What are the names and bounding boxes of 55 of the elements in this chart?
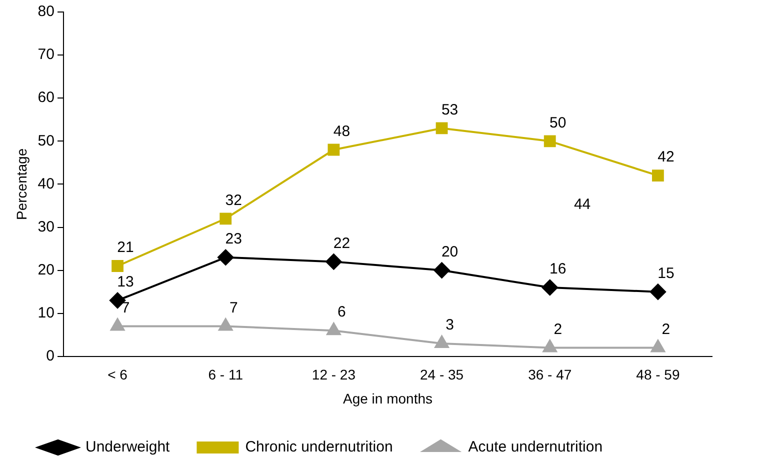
y-tick-label: 0 bbox=[46, 348, 54, 365]
data-label: 42 bbox=[658, 148, 674, 166]
data-label: 13 bbox=[117, 274, 134, 291]
data-label: 3 bbox=[446, 316, 454, 334]
data-label: 15 bbox=[658, 264, 674, 282]
x-axis-title: Age in months bbox=[342, 390, 432, 406]
point bbox=[326, 254, 342, 270]
data-label: 7 bbox=[229, 299, 238, 316]
annotation: 44 bbox=[574, 196, 591, 214]
point bbox=[328, 144, 340, 156]
data-label: 53 bbox=[441, 101, 458, 118]
data-label: 2 bbox=[554, 320, 562, 338]
point bbox=[542, 340, 557, 352]
y-tick-label: 50 bbox=[38, 132, 54, 150]
point bbox=[112, 260, 124, 272]
y-tick-label: 70 bbox=[38, 46, 54, 64]
legend-label: Chronic undernutrition bbox=[245, 438, 393, 456]
y-axis-title: Percentage bbox=[13, 148, 30, 220]
data-label: 16 bbox=[550, 260, 566, 278]
data-label: 21 bbox=[117, 239, 134, 256]
data-label: 2 bbox=[662, 320, 670, 338]
point bbox=[110, 318, 125, 331]
point bbox=[436, 122, 448, 134]
data-label: 20 bbox=[441, 243, 458, 260]
data-label: 6 bbox=[338, 304, 346, 321]
point bbox=[544, 135, 556, 148]
y-tick-label: 80 bbox=[38, 3, 54, 20]
y-tick-label: 30 bbox=[38, 218, 54, 236]
point bbox=[650, 340, 666, 352]
point bbox=[326, 322, 341, 336]
x-tick-label: 6 - 11 bbox=[208, 366, 244, 383]
x-tick-label: 24 - 35 bbox=[420, 366, 464, 383]
data-label: 48 bbox=[333, 122, 350, 140]
point bbox=[434, 262, 450, 278]
data-label: 22 bbox=[333, 234, 350, 252]
x-tick-label: 48 - 59 bbox=[636, 366, 680, 383]
y-tick-label: 10 bbox=[38, 304, 54, 322]
point bbox=[220, 212, 232, 225]
point bbox=[652, 170, 664, 182]
legend-label: Acute undernutrition bbox=[468, 438, 603, 456]
point bbox=[218, 249, 234, 266]
data-label: 23 bbox=[225, 230, 242, 248]
x-tick-label: 36 - 47 bbox=[528, 366, 572, 383]
x-tick-label: 12 - 23 bbox=[312, 366, 356, 383]
point bbox=[542, 280, 558, 296]
y-tick-label: 60 bbox=[38, 89, 54, 106]
y-tick-label: 20 bbox=[38, 261, 54, 278]
data-label: 50 bbox=[550, 114, 566, 132]
point bbox=[650, 284, 666, 300]
y-tick-label: 40 bbox=[38, 175, 54, 192]
data-label: 32 bbox=[225, 192, 242, 209]
x-tick-label: < 6 bbox=[108, 366, 128, 383]
point bbox=[434, 335, 449, 348]
legend-label: Underweight bbox=[86, 438, 171, 456]
point bbox=[218, 318, 233, 331]
